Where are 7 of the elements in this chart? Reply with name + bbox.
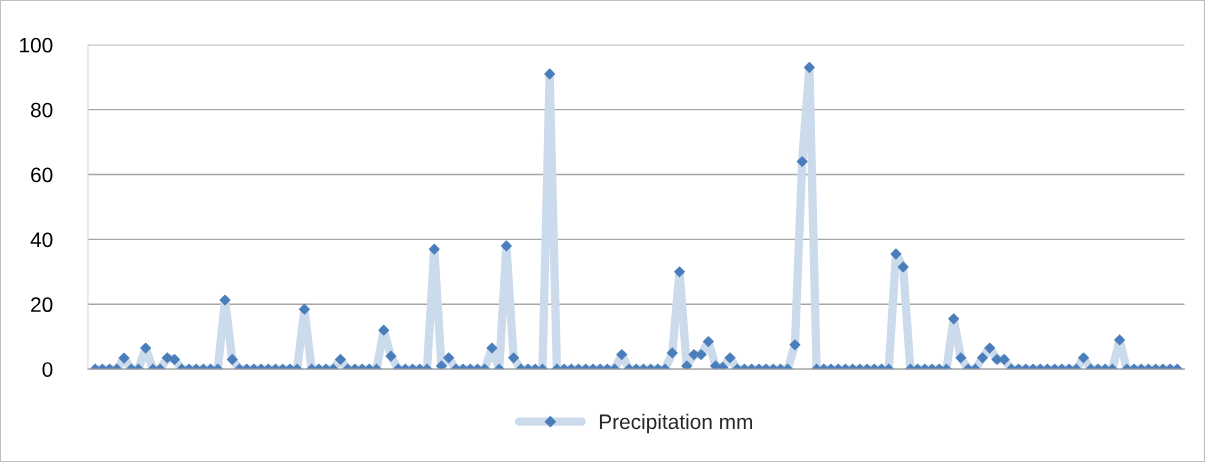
y-tick-label: 80 — [30, 102, 53, 118]
y-tick-label: 40 — [30, 232, 53, 248]
y-tick-label: 20 — [31, 297, 53, 313]
legend-label: Precipitation mm — [599, 413, 753, 434]
y-tick-label: 100 — [20, 37, 53, 53]
y-tick-label: 60 — [31, 167, 53, 183]
y-tick-label: 0 — [42, 362, 53, 377]
